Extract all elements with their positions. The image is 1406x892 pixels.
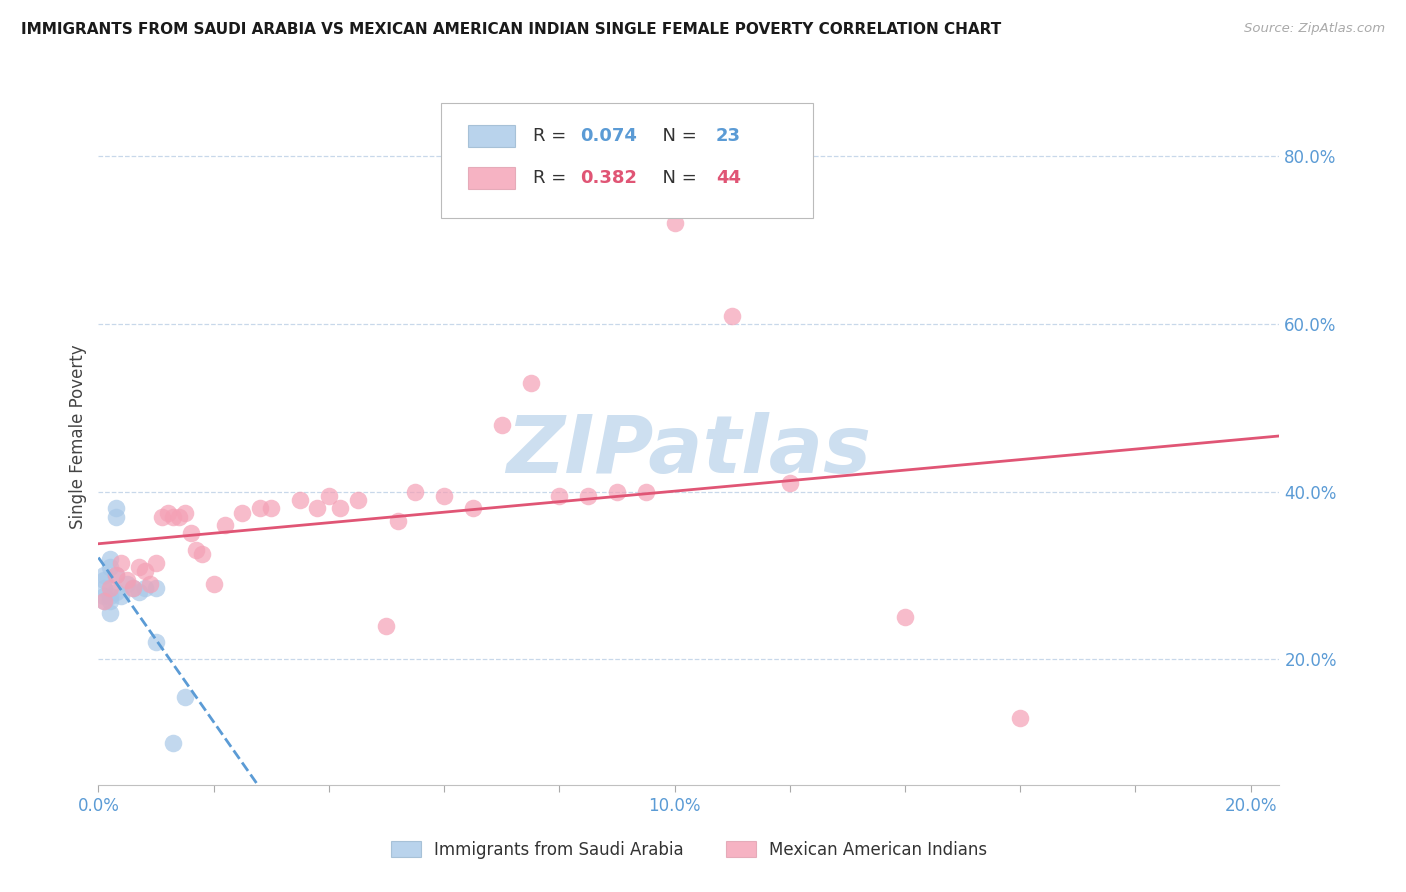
Point [162, 736, 184, 750]
Point [93, 568, 115, 582]
Bar [468, 167, 516, 189]
Text: N =: N = [651, 169, 703, 187]
Point [104, 568, 127, 582]
Point [128, 585, 150, 599]
Text: Source: ZipAtlas.com: Source: ZipAtlas.com [1244, 22, 1385, 36]
Point [387, 514, 409, 528]
Point [115, 573, 138, 587]
Y-axis label: Single Female Poverty: Single Female Poverty [69, 345, 87, 529]
Point [134, 581, 156, 595]
Point [104, 585, 127, 599]
Point [491, 417, 513, 432]
Point [145, 581, 167, 595]
Text: 44: 44 [716, 169, 741, 187]
Point [93, 593, 115, 607]
Point [288, 492, 311, 507]
Point [104, 509, 127, 524]
Point [115, 576, 138, 591]
Point [329, 501, 352, 516]
Point [461, 501, 484, 516]
Point [98, 581, 121, 595]
Legend: Immigrants from Saudi Arabia, Mexican American Indians: Immigrants from Saudi Arabia, Mexican Am… [382, 832, 995, 867]
Point [180, 526, 202, 541]
FancyBboxPatch shape [441, 103, 813, 218]
Point [162, 509, 184, 524]
Point [260, 501, 283, 516]
Point [214, 518, 236, 533]
Point [404, 484, 426, 499]
Bar [468, 125, 516, 147]
Point [307, 501, 329, 516]
Point [249, 501, 271, 516]
Point [433, 489, 456, 503]
Point [173, 690, 195, 704]
Point [346, 492, 368, 507]
Point [150, 509, 173, 524]
Point [156, 506, 179, 520]
Text: 23: 23 [716, 127, 741, 145]
Point [93, 590, 115, 604]
Point [98, 551, 121, 566]
Point [664, 216, 686, 230]
Text: N =: N = [651, 127, 703, 145]
Point [779, 476, 801, 491]
Point [98, 590, 121, 604]
Point [122, 581, 145, 595]
Text: 0.382: 0.382 [581, 169, 637, 187]
Point [139, 576, 162, 591]
Point [98, 560, 121, 574]
Point [98, 606, 121, 620]
Point [134, 564, 156, 578]
Point [110, 556, 132, 570]
Point [894, 610, 917, 624]
Point [202, 576, 225, 591]
Point [318, 489, 340, 503]
Point [104, 568, 127, 582]
Text: 0.074: 0.074 [581, 127, 637, 145]
Text: R =: R = [533, 169, 572, 187]
Text: R =: R = [533, 127, 572, 145]
Point [104, 501, 127, 516]
Point [519, 376, 541, 390]
Point [145, 556, 167, 570]
Point [606, 484, 628, 499]
Point [167, 509, 190, 524]
Text: ZIPatlas: ZIPatlas [506, 412, 872, 490]
Point [93, 573, 115, 587]
Point [93, 593, 115, 607]
Point [231, 506, 253, 520]
Point [93, 581, 115, 595]
Point [634, 484, 657, 499]
Point [173, 506, 195, 520]
Point [145, 635, 167, 649]
Point [191, 548, 214, 562]
Point [721, 309, 744, 323]
Point [110, 590, 132, 604]
Point [548, 489, 571, 503]
Text: IMMIGRANTS FROM SAUDI ARABIA VS MEXICAN AMERICAN INDIAN SINGLE FEMALE POVERTY CO: IMMIGRANTS FROM SAUDI ARABIA VS MEXICAN … [21, 22, 1001, 37]
Point [98, 593, 121, 607]
Point [186, 543, 208, 558]
Point [375, 618, 398, 632]
Point [122, 581, 145, 595]
Point [576, 489, 599, 503]
Point [1010, 711, 1032, 725]
Point [128, 560, 150, 574]
